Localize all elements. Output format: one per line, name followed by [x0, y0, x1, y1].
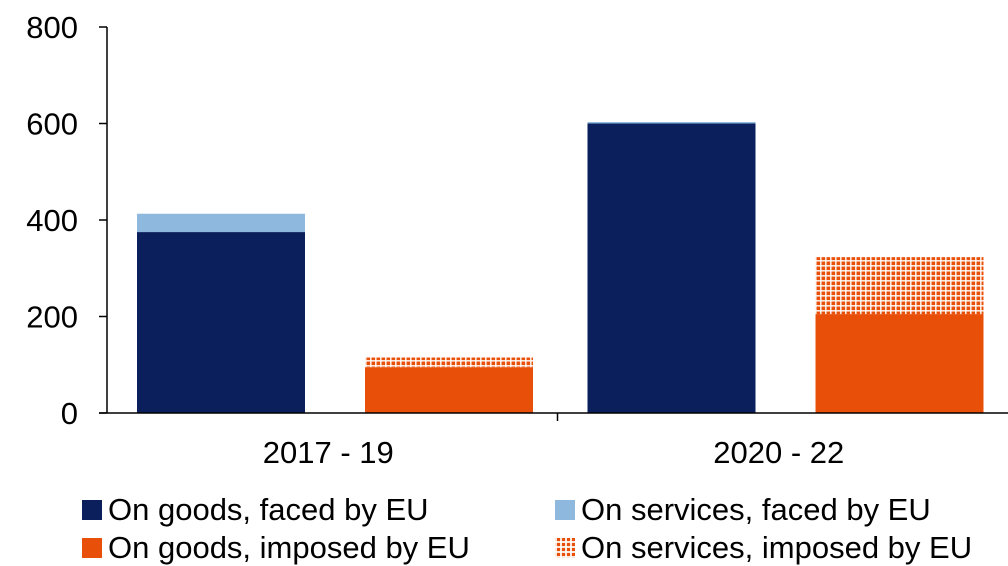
bar-segment-on-goods-faced-by-eu — [137, 232, 305, 413]
y-tick-label: 400 — [26, 203, 78, 238]
bar-segment-on-services-faced-by-eu — [137, 213, 305, 233]
x-axis-ticks: 2017 - 19 2020 - 22 — [263, 413, 844, 470]
bars-layer — [137, 122, 984, 413]
y-tick-label: 600 — [26, 107, 78, 142]
bar-segment-on-goods-faced-by-eu — [587, 123, 756, 413]
bar-segment-on-goods-imposed-by-eu — [365, 367, 533, 413]
bar-segment-on-services-imposed-by-eu — [815, 257, 984, 315]
bar-segment-on-goods-imposed-by-eu — [815, 314, 984, 413]
y-tick-label: 800 — [26, 10, 78, 45]
bar-segment-on-services-faced-by-eu — [587, 122, 756, 124]
x-tick-label: 2020 - 22 — [713, 435, 844, 470]
x-tick-label: 2017 - 19 — [263, 435, 394, 470]
bar-segment-on-services-imposed-by-eu — [365, 357, 533, 368]
y-axis-ticks: 0 200 400 600 800 — [26, 10, 107, 431]
y-tick-label: 200 — [26, 300, 78, 335]
y-tick-label: 0 — [61, 396, 78, 431]
